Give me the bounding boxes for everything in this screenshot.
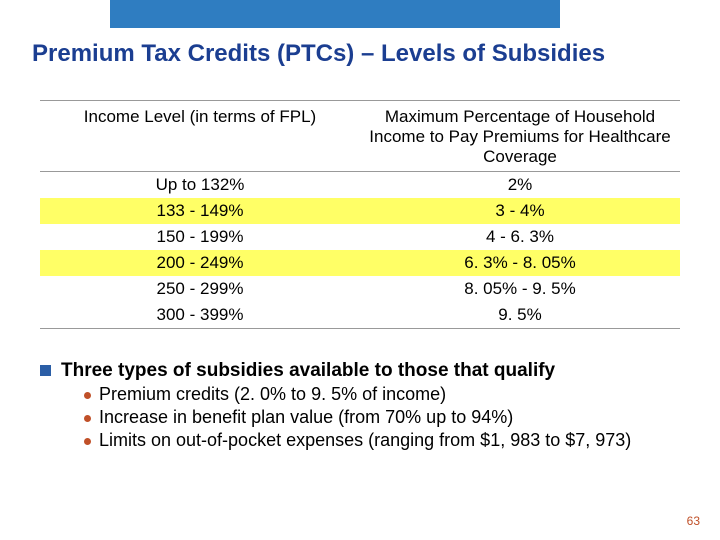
bullet-level2: Premium credits (2. 0% to 9. 5% of incom… (84, 384, 680, 405)
square-bullet-icon (40, 365, 51, 376)
table-cell: 8. 05% - 9. 5% (360, 276, 680, 302)
table-cell: 4 - 6. 3% (360, 224, 680, 250)
sub-bullet-list: Premium credits (2. 0% to 9. 5% of incom… (40, 384, 680, 451)
bullet-level2-text: Limits on out-of-pocket expenses (rangin… (99, 430, 631, 451)
table-cell: 2% (360, 172, 680, 198)
table-cell: Up to 132% (40, 172, 360, 198)
dot-bullet-icon (84, 392, 91, 399)
top-banner (110, 0, 560, 28)
table-body: Up to 132%2%133 - 149%3 - 4%150 - 199%4 … (40, 172, 680, 329)
table-header-row: Income Level (in terms of FPL) Maximum P… (40, 100, 680, 172)
page-number: 63 (687, 514, 700, 528)
table-cell: 200 - 249% (40, 250, 360, 276)
table-row: 133 - 149%3 - 4% (40, 198, 680, 224)
bullet-level2: Limits on out-of-pocket expenses (rangin… (84, 430, 680, 451)
dot-bullet-icon (84, 438, 91, 445)
bullet-level2-text: Increase in benefit plan value (from 70%… (99, 407, 513, 428)
bullet-section: Three types of subsidies available to th… (40, 360, 680, 451)
bullet-level1-text: Three types of subsidies available to th… (61, 360, 555, 382)
table-cell: 250 - 299% (40, 276, 360, 302)
subsidy-table: Income Level (in terms of FPL) Maximum P… (40, 100, 680, 329)
bullet-level1: Three types of subsidies available to th… (40, 360, 680, 382)
table-row: Up to 132%2% (40, 172, 680, 198)
col-header-max-pct: Maximum Percentage of Household Income t… (360, 100, 680, 172)
table-cell: 6. 3% - 8. 05% (360, 250, 680, 276)
bullet-level2-text: Premium credits (2. 0% to 9. 5% of incom… (99, 384, 446, 405)
table-cell: 9. 5% (360, 302, 680, 328)
table-cell: 3 - 4% (360, 198, 680, 224)
table-row: 150 - 199%4 - 6. 3% (40, 224, 680, 250)
table-cell: 133 - 149% (40, 198, 360, 224)
table-row: 300 - 399%9. 5% (40, 302, 680, 329)
dot-bullet-icon (84, 415, 91, 422)
bullet-level2: Increase in benefit plan value (from 70%… (84, 407, 680, 428)
table-row: 200 - 249%6. 3% - 8. 05% (40, 250, 680, 276)
slide-title: Premium Tax Credits (PTCs) – Levels of S… (32, 40, 688, 68)
col-header-income: Income Level (in terms of FPL) (40, 100, 360, 172)
table-cell: 150 - 199% (40, 224, 360, 250)
table-cell: 300 - 399% (40, 302, 360, 328)
table-row: 250 - 299%8. 05% - 9. 5% (40, 276, 680, 302)
